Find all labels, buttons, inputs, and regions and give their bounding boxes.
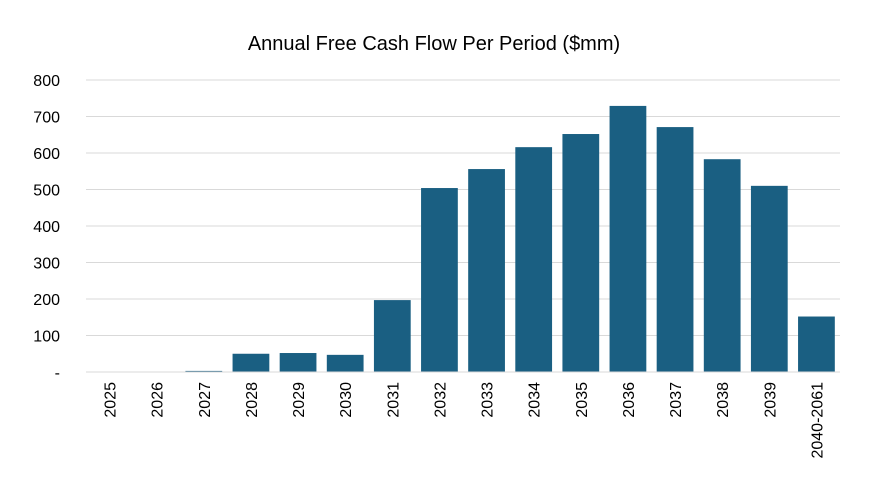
y-tick-label: - <box>55 365 60 382</box>
bar-2038 <box>703 159 741 372</box>
bar-2029 <box>279 353 317 372</box>
x-tick-label: 2029 <box>291 382 308 418</box>
y-tick-label: 200 <box>33 292 60 309</box>
y-tick-label: 800 <box>33 73 60 90</box>
bars <box>185 105 835 373</box>
x-tick-label: 2033 <box>480 382 497 418</box>
bar-2033 <box>468 169 505 372</box>
y-tick-label: 400 <box>33 219 60 236</box>
x-tick-label: 2027 <box>197 382 214 418</box>
bar-2039 <box>750 185 788 372</box>
x-tick-label: 2040-2061 <box>809 382 826 459</box>
x-tick-label: 2036 <box>621 382 638 418</box>
gridlines <box>86 79 840 336</box>
x-tick-label: 2026 <box>150 382 167 418</box>
x-tick-label: 2034 <box>527 382 544 418</box>
bar-2028 <box>232 353 270 372</box>
x-axis-tick-labels: 2025 2026 2027 2028 2029 2030 2031 2032 2033 2034… <box>103 382 827 459</box>
x-tick-label: 2031 <box>385 382 402 418</box>
x-tick-label: 2038 <box>715 382 732 418</box>
x-tick-label: 2035 <box>574 382 591 418</box>
x-tick-label: 2028 <box>244 382 261 418</box>
y-axis-tick-labels: - 100 200 300 400 500 600 700 800 <box>33 73 60 382</box>
bar-2040-2061 <box>798 316 835 372</box>
y-tick-label: 100 <box>33 329 60 346</box>
y-tick-label: 600 <box>33 146 60 163</box>
bar-2030 <box>326 354 364 372</box>
y-tick-label: 300 <box>33 256 60 273</box>
x-tick-label: 2032 <box>432 382 449 418</box>
x-tick-label: 2039 <box>762 382 779 418</box>
y-tick-label: 500 <box>33 183 60 200</box>
x-tick-label: 2037 <box>668 382 685 418</box>
bar-2037 <box>656 127 694 373</box>
bar-2034 <box>515 147 553 372</box>
bar-2027 <box>185 370 223 372</box>
x-tick-label: 2025 <box>103 382 120 418</box>
bar-2035 <box>562 134 600 372</box>
chart-title: Annual Free Cash Flow Per Period ($mm) <box>248 33 620 55</box>
y-tick-label: 700 <box>33 110 60 127</box>
bar-2032 <box>421 188 458 372</box>
bar-2036 <box>609 105 647 372</box>
bar-2031 <box>373 300 411 372</box>
x-tick-label: 2030 <box>338 382 355 418</box>
